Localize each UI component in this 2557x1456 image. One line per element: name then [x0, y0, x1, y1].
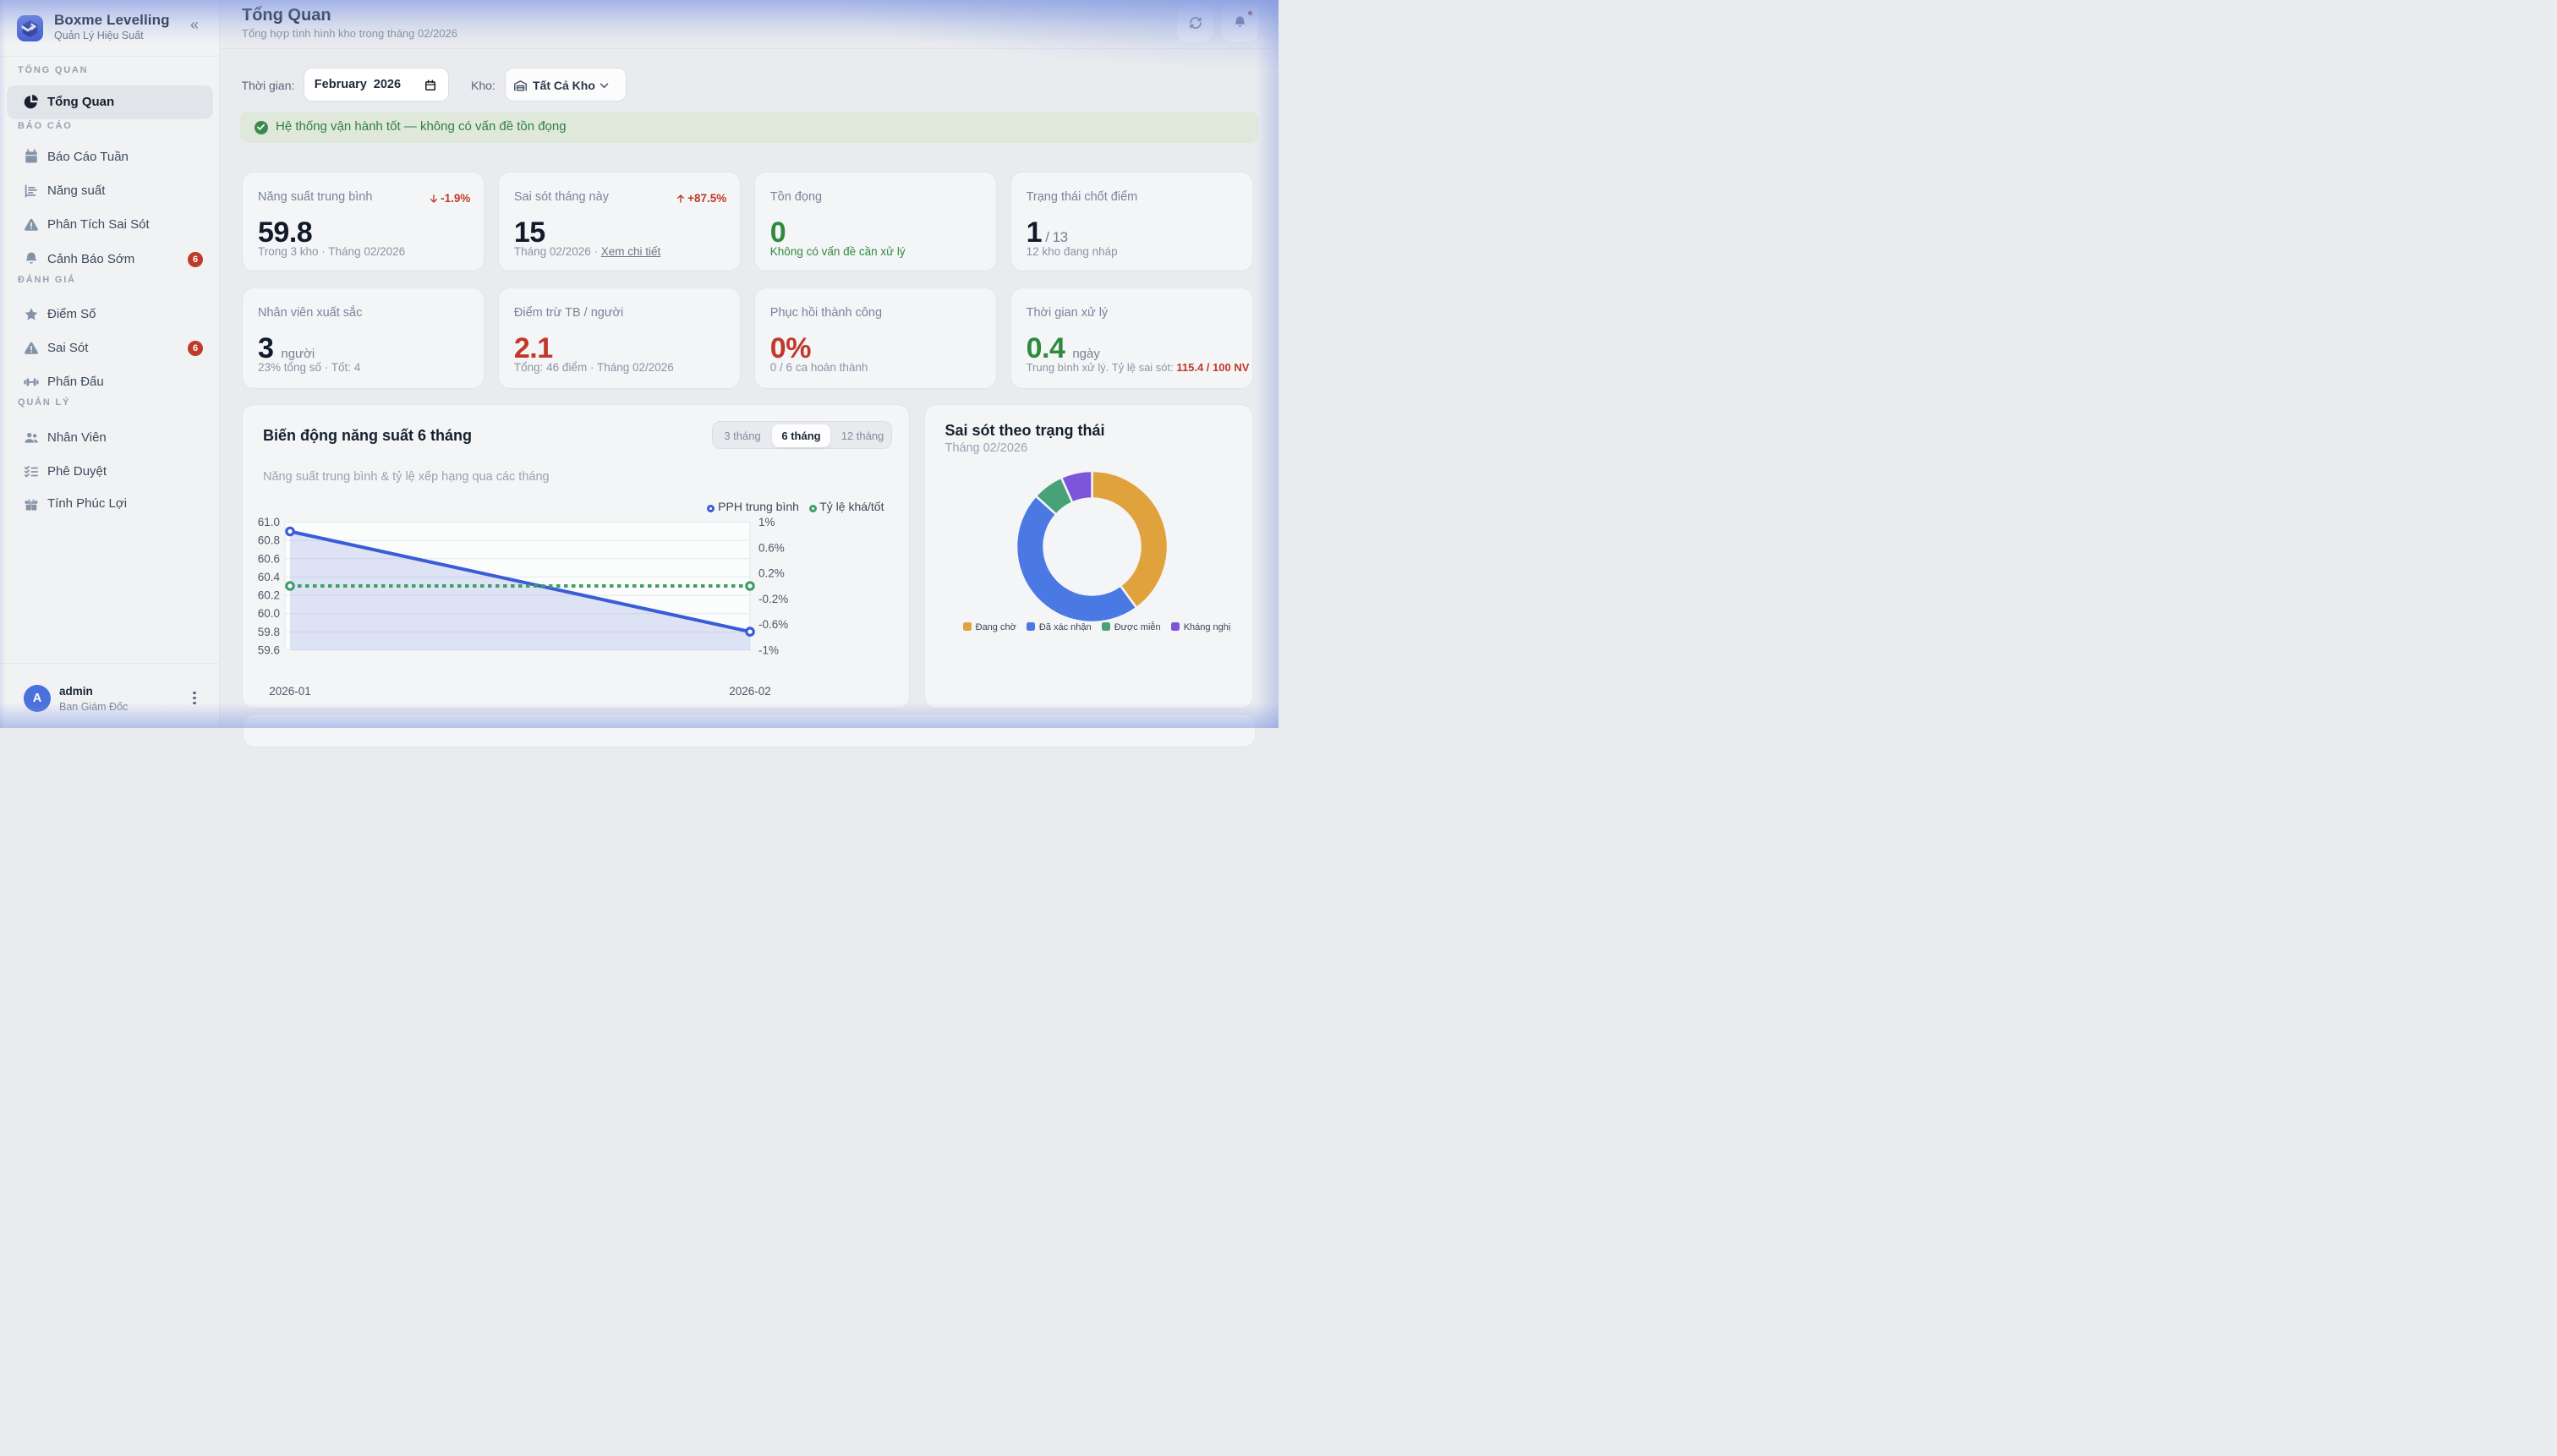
svg-text:-1%: -1% [758, 643, 779, 656]
svg-text:60.4: 60.4 [258, 570, 281, 583]
svg-text:60.0: 60.0 [258, 607, 280, 620]
svg-text:60.8: 60.8 [258, 534, 280, 546]
svg-text:60.2: 60.2 [258, 588, 280, 601]
svg-text:60.6: 60.6 [258, 552, 280, 565]
svg-text:-0.6%: -0.6% [758, 618, 788, 631]
svg-text:-0.2%: -0.2% [758, 592, 788, 605]
svg-text:1%: 1% [758, 516, 775, 528]
svg-text:0.2%: 0.2% [758, 567, 785, 579]
svg-text:0.6%: 0.6% [758, 541, 785, 554]
svg-text:2026-01: 2026-01 [269, 685, 311, 698]
svg-text:61.0: 61.0 [258, 516, 280, 528]
svg-text:2026-02: 2026-02 [729, 685, 771, 698]
svg-text:59.8: 59.8 [258, 625, 280, 638]
svg-text:59.6: 59.6 [258, 643, 280, 656]
